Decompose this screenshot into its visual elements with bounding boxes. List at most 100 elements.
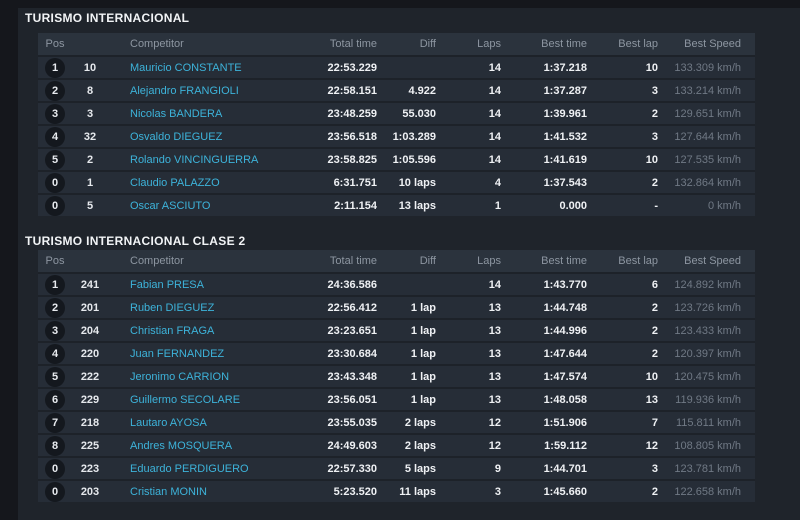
best-speed: 133.309 km/h xyxy=(674,61,741,74)
diff: 1 lap xyxy=(410,370,436,383)
car-number: 223 xyxy=(80,462,100,475)
laps: 4 xyxy=(494,176,501,189)
competitor-name[interactable]: Rolando VINCINGUERRA xyxy=(130,153,259,166)
diff: 1 lap xyxy=(410,393,436,406)
competitor-name[interactable]: Andres MOSQUERA xyxy=(130,439,233,452)
total-time: 23:43.348 xyxy=(327,370,377,383)
table-body: 1 10 Mauricio CONSTANTE 22:53.229 14 1:3… xyxy=(38,55,755,216)
result-row: 1 241 Fabian PRESA 24:36.586 14 1:43.770… xyxy=(38,272,755,295)
laps: 14 xyxy=(488,84,501,97)
total-time: 5:23.520 xyxy=(333,485,377,498)
best-time: 1:44.996 xyxy=(543,324,587,337)
car-number: 201 xyxy=(80,301,100,314)
position-cell: 3 xyxy=(38,320,72,341)
competitor-name[interactable]: Mauricio CONSTANTE xyxy=(130,61,242,74)
laps: 13 xyxy=(488,324,501,337)
competitor-name[interactable]: Christian FRAGA xyxy=(130,324,215,337)
laps: 14 xyxy=(488,153,501,166)
col-header-laps: Laps xyxy=(477,38,501,50)
best-lap: 12 xyxy=(645,439,658,452)
table-header-row: Pos Competitor Total time Diff Laps Best… xyxy=(38,33,755,55)
best-lap: 3 xyxy=(651,462,658,475)
best-time: 1:43.770 xyxy=(543,278,587,291)
competitor-name[interactable]: Lautaro AYOSA xyxy=(130,416,207,429)
diff: 1 lap xyxy=(410,347,436,360)
position-badge: 4 xyxy=(45,343,65,364)
best-lap: 10 xyxy=(645,370,658,383)
table-title-turismo-internacional: TURISMO INTERNACIONAL xyxy=(25,11,190,25)
best-time: 1:45.660 xyxy=(543,485,587,498)
best-time: 1:44.701 xyxy=(543,462,587,475)
laps: 14 xyxy=(488,107,501,120)
results-panel: TURISMO INTERNACIONAL Pos Competitor Tot… xyxy=(18,8,800,520)
diff: 1:03.289 xyxy=(392,130,436,143)
competitor-name[interactable]: Claudio PALAZZO xyxy=(130,176,220,189)
position-cell: 6 xyxy=(38,389,72,410)
competitor-name[interactable]: Nicolas BANDERA xyxy=(130,107,223,120)
diff: 13 laps xyxy=(398,199,436,212)
car-number: 32 xyxy=(83,130,97,143)
total-time: 22:53.229 xyxy=(327,61,377,74)
competitor-name[interactable]: Oscar ASCIUTO xyxy=(130,199,211,212)
col-header-competitor: Competitor xyxy=(130,38,184,50)
total-time: 23:58.825 xyxy=(327,153,377,166)
position-cell: 7 xyxy=(38,412,72,433)
table-title-turismo-internacional-clase-2: TURISMO INTERNACIONAL CLASE 2 xyxy=(25,234,246,248)
results-table-turismo-internacional-clase-2: Pos Competitor Total time Diff Laps Best… xyxy=(38,250,755,502)
best-time: 1:51.906 xyxy=(543,416,587,429)
best-time: 0.000 xyxy=(559,199,587,212)
result-row: 4 32 Osvaldo DIEGUEZ 23:56.518 1:03.289 … xyxy=(38,124,755,147)
competitor-name[interactable]: Ruben DIEGUEZ xyxy=(130,301,215,314)
total-time: 23:55.035 xyxy=(327,416,377,429)
laps: 13 xyxy=(488,301,501,314)
best-lap: 2 xyxy=(651,107,658,120)
position-badge: 3 xyxy=(45,320,65,341)
best-time: 1:41.532 xyxy=(543,130,587,143)
best-lap: 6 xyxy=(651,278,658,291)
best-time: 1:37.543 xyxy=(543,176,587,189)
competitor-name[interactable]: Osvaldo DIEGUEZ xyxy=(130,130,223,143)
competitor-name[interactable]: Fabian PRESA xyxy=(130,278,204,291)
best-speed: 122.658 km/h xyxy=(674,485,741,498)
competitor-name[interactable]: Jeronimo CARRION xyxy=(130,370,230,383)
position-badge: 5 xyxy=(45,366,65,387)
competitor-name[interactable]: Guillermo SECOLARE xyxy=(130,393,241,406)
col-header-laps: Laps xyxy=(477,255,501,267)
best-time: 1:44.748 xyxy=(543,301,587,314)
col-header-best-lap: Best lap xyxy=(618,255,658,267)
best-lap: 10 xyxy=(645,61,658,74)
position-badge: 7 xyxy=(45,412,65,433)
position-badge: 0 xyxy=(45,195,65,216)
best-lap: 3 xyxy=(651,130,658,143)
car-number: 204 xyxy=(80,324,100,337)
total-time: 23:56.051 xyxy=(327,393,377,406)
car-number: 3 xyxy=(86,107,94,120)
col-header-competitor: Competitor xyxy=(130,255,184,267)
best-lap: 2 xyxy=(651,301,658,314)
competitor-name[interactable]: Cristian MONIN xyxy=(130,485,208,498)
position-cell: 0 xyxy=(38,458,72,479)
competitor-name[interactable]: Eduardo PERDIGUERO xyxy=(130,462,249,475)
total-time: 2:11.154 xyxy=(334,199,377,212)
position-badge: 4 xyxy=(45,126,65,147)
laps: 12 xyxy=(488,439,501,452)
result-row: 0 223 Eduardo PERDIGUERO 22:57.330 5 lap… xyxy=(38,456,755,479)
col-header-pos: Pos xyxy=(45,38,65,50)
car-number: 229 xyxy=(80,393,100,406)
laps: 1 xyxy=(494,199,501,212)
results-table-turismo-internacional: Pos Competitor Total time Diff Laps Best… xyxy=(38,33,755,216)
car-number: 8 xyxy=(86,84,94,97)
position-cell: 1 xyxy=(38,274,72,295)
position-cell: 5 xyxy=(38,149,72,170)
position-badge: 5 xyxy=(45,149,65,170)
best-speed: 132.864 km/h xyxy=(674,176,741,189)
result-row: 4 220 Juan FERNANDEZ 23:30.684 1 lap 13 … xyxy=(38,341,755,364)
competitor-name[interactable]: Alejandro FRANGIOLI xyxy=(130,84,239,97)
position-badge: 0 xyxy=(45,458,65,479)
competitor-name[interactable]: Juan FERNANDEZ xyxy=(130,347,225,360)
result-row: 2 8 Alejandro FRANGIOLI 22:58.151 4.922 … xyxy=(38,78,755,101)
best-time: 1:47.644 xyxy=(543,347,587,360)
position-cell: 0 xyxy=(38,172,72,193)
laps: 14 xyxy=(488,130,501,143)
